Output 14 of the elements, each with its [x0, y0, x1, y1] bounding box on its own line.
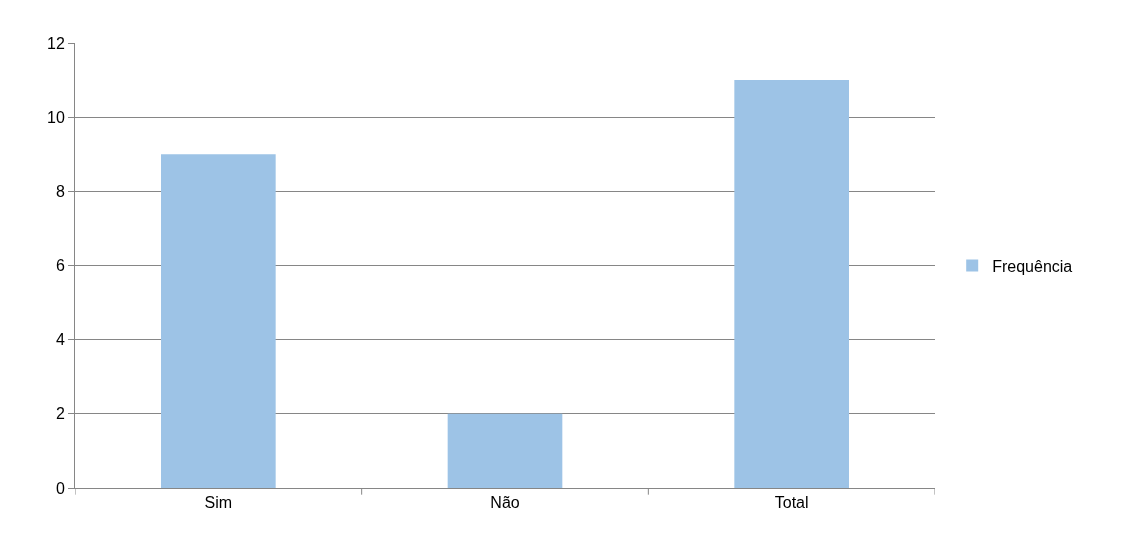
y-tick-label: 6 — [55, 257, 65, 275]
bar — [161, 154, 276, 488]
y-tick-label: 2 — [55, 405, 65, 423]
y-tick-label: 10 — [47, 108, 65, 126]
x-tick-label: Não — [490, 494, 520, 512]
bar — [734, 80, 849, 488]
y-tick-label: 12 — [47, 34, 65, 52]
bar — [447, 413, 563, 488]
x-tick-label: Total — [774, 494, 809, 512]
y-tick-label: 8 — [55, 182, 65, 200]
y-tick-label: 0 — [55, 479, 65, 497]
x-tick-label: Sim — [204, 494, 233, 512]
legend-label: Frequência — [992, 257, 1073, 275]
y-tick-label: 4 — [55, 331, 65, 349]
